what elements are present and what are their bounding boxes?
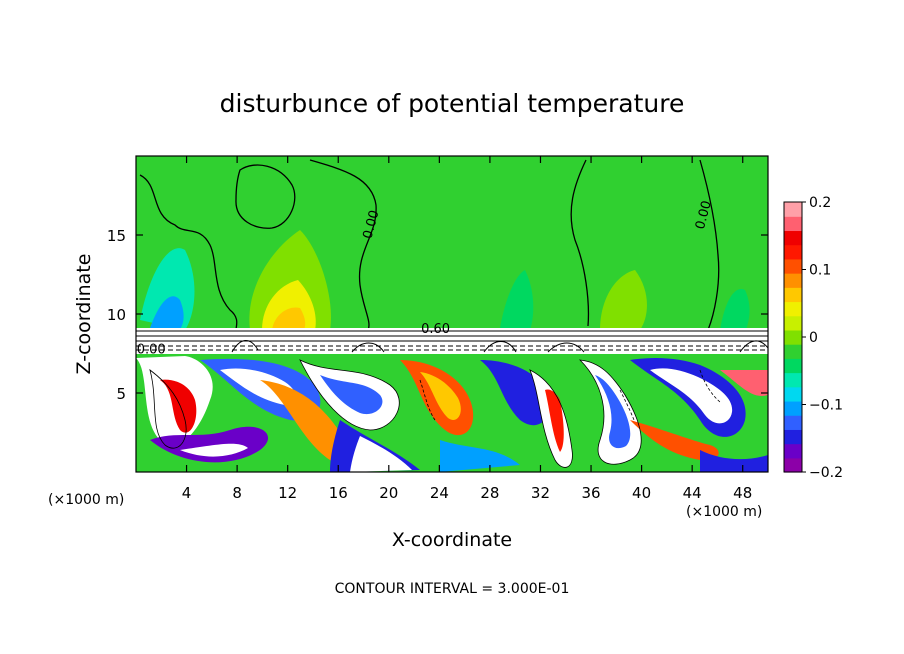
warm-anomaly [600, 270, 647, 330]
colorbar-segment [784, 329, 802, 345]
colorbar-segment [784, 372, 802, 388]
colorbar-segment [784, 202, 802, 217]
x-tick-label: 28 [480, 484, 499, 502]
y-axis-ticks: 5 10 15 [107, 227, 768, 403]
x-tick-label: 44 [683, 484, 702, 502]
colorbar-segment [784, 386, 802, 402]
colorbar-tick-label: 0.2 [809, 195, 831, 211]
colorbar-segment [784, 358, 802, 374]
x-axis-label: X-coordinate [392, 529, 512, 551]
colorbar-segment [784, 273, 802, 288]
colorbar-segment [784, 244, 802, 260]
colorbar-tick-label: 0 [809, 330, 818, 346]
x-unit-left: (×1000 m) [48, 492, 124, 508]
x-tick-label: 36 [581, 484, 600, 502]
x-tick-label: 12 [278, 484, 297, 502]
turbulent-blobs [136, 356, 768, 472]
chart-title: disturbunce of potential temperature [220, 89, 685, 118]
colorbar-segment [784, 230, 802, 246]
x-tick-label: 20 [379, 484, 398, 502]
upper-field [136, 156, 768, 336]
y-axis-label: Z-coordinate [73, 254, 95, 375]
x-tick-label: 24 [430, 484, 449, 502]
colorbar-segment [784, 400, 802, 416]
colorbar-segment [784, 415, 802, 430]
colorbar-segment [784, 258, 802, 274]
x-tick-label: 32 [531, 484, 550, 502]
contour-labels: 0.00 0.00 0.60 0.00 [137, 199, 715, 357]
x-unit-right: (×1000 m) [686, 504, 762, 520]
colorbar-tick-label: −0.2 [809, 465, 843, 481]
colorbar-segment [784, 301, 802, 317]
colorbar-segment [784, 443, 802, 459]
contour-label: 0.60 [421, 322, 450, 337]
warm-anomaly-peak [272, 307, 306, 330]
contour-label: 0.00 [361, 209, 383, 241]
plot-area [136, 156, 768, 472]
x-tick-label: 16 [329, 484, 348, 502]
y-tick-label: 15 [107, 227, 126, 245]
y-tick-label: 10 [107, 306, 126, 324]
colorbar-segment [784, 287, 802, 303]
cool-anomaly [500, 270, 534, 330]
colorbar-tick-label: 0.1 [809, 263, 831, 279]
cold-anomaly-core [150, 296, 184, 332]
contour-label: 0.00 [137, 343, 166, 358]
x-tick-label: 4 [182, 484, 192, 502]
colorbar-segment [784, 429, 802, 445]
y-tick-label: 5 [116, 385, 126, 403]
x-tick-label: 8 [232, 484, 242, 502]
colorbar-ticks: 0.2 0.1 0 −0.1 −0.2 [802, 195, 843, 481]
cool-anomaly [720, 289, 750, 332]
contour-label: 0.00 [693, 199, 715, 231]
upper-contours [139, 159, 720, 331]
tropopause-contours [136, 330, 768, 353]
x-tick-label: 40 [632, 484, 651, 502]
colorbar-segment [784, 344, 802, 359]
x-tick-label: 48 [733, 484, 752, 502]
colorbar-segment [784, 457, 802, 473]
contour-interval-note: CONTOUR INTERVAL = 3.000E-01 [335, 581, 570, 597]
colorbar-tick-label: −0.1 [809, 398, 843, 414]
lower-contours [149, 359, 721, 468]
colorbar [783, 201, 803, 473]
x-axis-ticks: 4 8 12 16 20 24 28 32 36 40 44 48 [182, 156, 752, 502]
colorbar-segment [784, 315, 802, 331]
colorbar-segment [784, 216, 802, 232]
